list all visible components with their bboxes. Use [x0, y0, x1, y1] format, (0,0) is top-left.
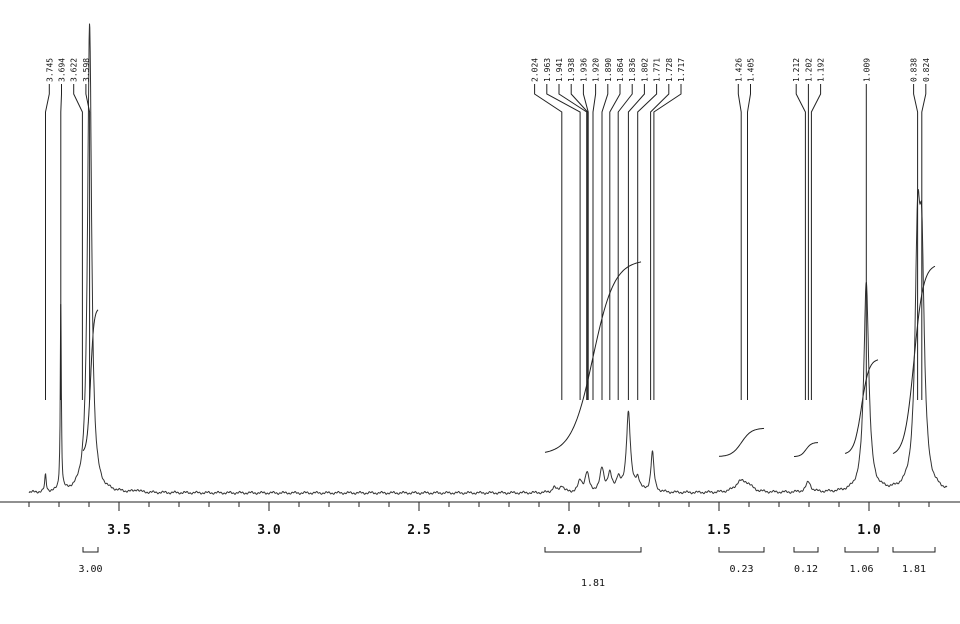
- integral-value: 0.12: [794, 564, 818, 575]
- peak-leader-line: [737, 84, 742, 400]
- peak-leader-line: [85, 84, 91, 400]
- peak-label: 0.838: [910, 58, 919, 82]
- peak-label: 1.202: [804, 58, 813, 82]
- peak-label: 1.212: [792, 58, 801, 82]
- peak-label: 1.771: [653, 58, 662, 82]
- ppm-axis: 3.5 3.0 2.5 2.0 1.5 1.0: [0, 501, 960, 538]
- peak-label: 3.598: [82, 58, 91, 82]
- peak-label: 1.836: [628, 58, 637, 82]
- integral-value: 3.00: [78, 564, 102, 575]
- peak-leader-line: [558, 84, 588, 400]
- peak-leader-line: [45, 84, 50, 400]
- peak-label: 1.717: [677, 58, 686, 82]
- peak-label: 3.622: [70, 58, 79, 82]
- peak-leader-line: [747, 84, 751, 400]
- peak-leader-line: [810, 84, 822, 400]
- integral-value: 1.81: [581, 578, 605, 589]
- integral-curves: [82, 261, 936, 457]
- integral-bracket: [793, 547, 819, 553]
- spectrum-trace-group: [28, 23, 948, 495]
- peak-label: 1.920: [592, 58, 601, 82]
- peak-label: 1.890: [604, 58, 613, 82]
- integral-value: 1.06: [849, 564, 873, 575]
- peak-label: 1.938: [567, 58, 576, 82]
- integral-bracket: [544, 547, 642, 553]
- peak-leader-line: [73, 84, 83, 400]
- peak-leader-line: [60, 84, 62, 400]
- peak-label: 1.009: [862, 58, 871, 82]
- x-tick-label: 1.5: [707, 523, 730, 538]
- peak-leader-line: [570, 84, 589, 400]
- x-tick-label: 1.0: [857, 523, 881, 538]
- integral-bracket: [718, 547, 765, 553]
- integral-curve-3: [718, 427, 765, 457]
- peak-leader-line: [650, 84, 670, 400]
- peak-leader-line: [637, 84, 658, 400]
- peak-leader-line: [546, 84, 581, 400]
- integral-bracket: [892, 547, 936, 553]
- peak-label: 1.802: [640, 58, 649, 82]
- peak-leader-line: [534, 84, 563, 400]
- peak-leader-line: [601, 84, 609, 400]
- peak-label: 1.728: [665, 58, 674, 82]
- x-tick-label: 2.5: [407, 523, 430, 538]
- peak-leader-line: [592, 84, 597, 400]
- peak-leader-line: [921, 84, 927, 400]
- peak-label: 1.405: [747, 58, 756, 82]
- integral-bracket: [82, 547, 99, 553]
- integral-bracket: [844, 547, 879, 553]
- integral-values-group: 3.00 1.81 0.23 0.12 1.06 1.81: [78, 547, 936, 589]
- peak-leader-line: [913, 84, 919, 400]
- peak-label: 0.824: [922, 58, 931, 82]
- peak-label: 1.864: [616, 58, 625, 82]
- integral-curve-4: [794, 442, 818, 457]
- peak-leader-line: [617, 84, 633, 400]
- peak-leader-line: [627, 84, 645, 400]
- integral-value: 1.81: [902, 564, 926, 575]
- peak-leader-line: [582, 84, 589, 400]
- peak-label: 1.426: [734, 58, 743, 82]
- x-tick-label: 3.5: [107, 523, 130, 538]
- peak-label: 3.694: [58, 58, 67, 82]
- peak-label: 1.963: [543, 58, 552, 82]
- x-tick-label: 3.0: [257, 523, 281, 538]
- x-tick-label: 2.0: [557, 523, 581, 538]
- spectrum-trace: [28, 23, 948, 495]
- peak-leader-line: [795, 84, 806, 400]
- integral-curve-5: [844, 359, 879, 454]
- peak-leader-line: [609, 84, 621, 400]
- peak-label: 1.936: [579, 58, 588, 82]
- integral-value: 0.23: [729, 564, 753, 575]
- peak-label: 3.745: [45, 58, 54, 82]
- peak-leader-line: [653, 84, 682, 400]
- peak-label: 2.024: [531, 58, 540, 82]
- peak-label: 1.192: [817, 58, 826, 82]
- peak-label: 1.941: [555, 58, 564, 82]
- integral-curve-1: [82, 309, 99, 452]
- peak-label-group: 3.745 3.694 3.622 3.598 2.024 1.963 1.941 1.938…: [45, 58, 931, 400]
